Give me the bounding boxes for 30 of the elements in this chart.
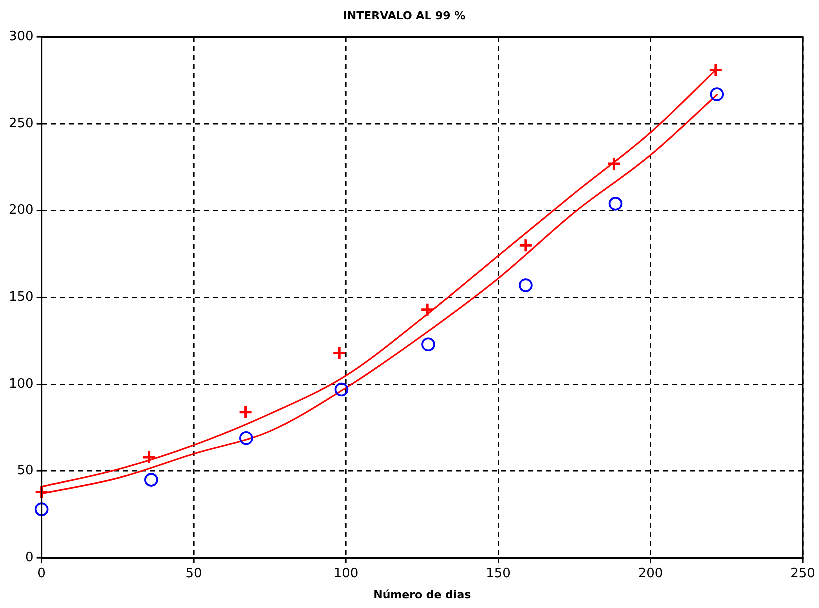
point bbox=[608, 197, 623, 211]
x-tick-label: 100 bbox=[334, 566, 359, 582]
point bbox=[238, 405, 254, 420]
x-tick-label: 250 bbox=[790, 566, 816, 582]
point bbox=[518, 238, 534, 253]
y-tick-label: 200 bbox=[8, 203, 34, 218]
y-tick-label: 50 bbox=[17, 464, 34, 479]
y-tick-label: 100 bbox=[8, 376, 34, 392]
chart-title: INTERVALO AL 99 % bbox=[343, 9, 466, 22]
x-tick-label: 200 bbox=[638, 566, 664, 582]
point bbox=[606, 156, 622, 172]
point bbox=[710, 88, 724, 102]
x-tick-label: 0 bbox=[38, 566, 46, 582]
point bbox=[334, 382, 349, 397]
y-tick-label: 0 bbox=[26, 550, 34, 566]
point bbox=[708, 62, 724, 78]
x-tick-label: 150 bbox=[486, 566, 511, 582]
x-tick-label: 50 bbox=[186, 566, 202, 582]
point bbox=[420, 302, 435, 318]
point bbox=[422, 338, 436, 352]
point bbox=[519, 278, 533, 292]
x-axis-title: Número de dias bbox=[374, 588, 472, 602]
point bbox=[142, 450, 157, 465]
point bbox=[240, 431, 254, 446]
point bbox=[34, 502, 49, 516]
y-tick-label: 300 bbox=[8, 30, 34, 45]
y-tick-label: 150 bbox=[8, 290, 34, 306]
point bbox=[332, 346, 347, 361]
y-tick-label: 250 bbox=[8, 116, 34, 132]
point bbox=[144, 473, 158, 487]
